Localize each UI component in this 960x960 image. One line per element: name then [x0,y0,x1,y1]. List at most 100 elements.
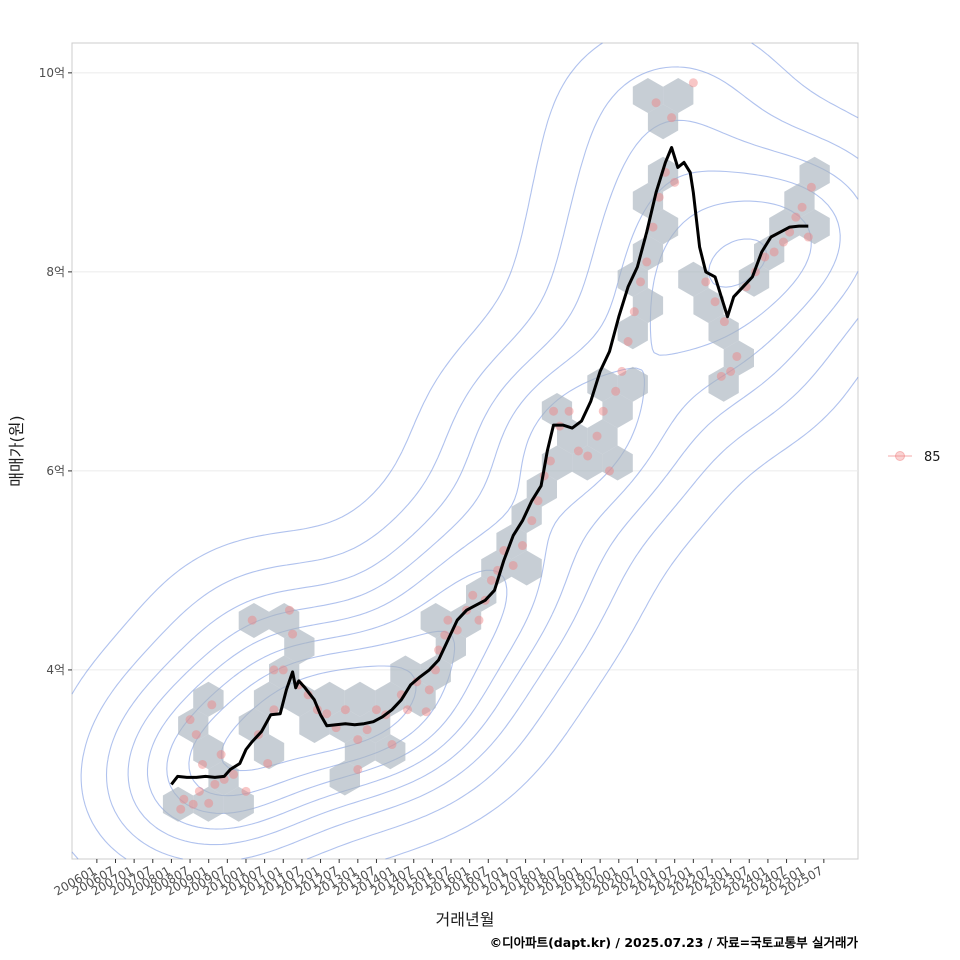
data-point [549,406,559,416]
data-point [269,665,279,675]
data-point [517,541,527,551]
hexbin-cell [647,209,679,245]
data-point [440,630,450,640]
hexbin-cell [572,445,603,481]
data-point [284,605,294,615]
data-point [486,575,496,585]
data-point [468,590,478,600]
hexbin-cell [329,708,360,743]
y-tick-label: 10억 [39,66,65,80]
hexbin-cell [238,603,269,638]
hexbin-cell [344,734,376,770]
y-tick-label: 8억 [46,265,65,279]
hexbin-cell [647,104,679,140]
hexbin-cell [723,340,754,376]
hexbin-cell [223,786,254,822]
density-contour [127,170,841,846]
hexbin-cell [799,209,830,245]
hexbin-cell [738,261,770,297]
data-point [204,798,214,808]
data-point [207,700,217,710]
data-point [573,446,583,456]
hexbin-cell [162,786,194,822]
hexbin-cell [617,366,648,402]
data-point [732,351,742,361]
hexbin-cell [329,760,360,796]
caption: ©디아파트(dapt.kr) / 2025.07.23 / 자료=국토교통부 실… [490,935,859,950]
hexbin-cell [238,708,269,743]
hexbin-cell [541,393,573,428]
data-point [769,247,779,257]
hexbin-cell [557,419,588,455]
data-point [288,629,298,639]
data-point [194,786,204,796]
legend-key-point [895,451,905,461]
hexbin-cell [284,629,315,665]
hexbin-cell [541,445,573,481]
hexbin-cell [193,734,224,770]
density-contours [71,42,859,860]
data-point [362,725,372,735]
hexbin-cell [420,655,451,691]
hexbin-cell [314,681,345,717]
data-point [421,707,431,717]
data-point [701,277,711,287]
hexbin-cell [344,681,376,717]
density-contour [80,66,859,860]
data-point [527,516,537,526]
hexbin-cell [617,314,648,350]
hexbin-cell [511,550,542,586]
data-point [688,78,698,88]
hexbin-cell [693,288,724,323]
data-point [241,786,251,796]
hexbin-cell [375,734,406,770]
data-point [533,496,543,506]
data-point [216,750,226,760]
y-axis-title: 매매가(원) [7,415,26,486]
hexbin-cell [784,183,815,218]
density-contour [71,42,859,860]
hexbin-cell [193,786,224,822]
data-point [604,466,614,476]
data-point [371,705,381,715]
data-point [403,705,413,715]
data-point [545,456,555,466]
data-point [726,366,736,376]
hexbin-cell [466,576,497,612]
data-point [760,252,770,262]
data-points [176,78,816,814]
data-point [179,794,189,804]
y-tick-label: 4억 [46,663,65,677]
data-point [263,758,273,768]
hexbin-cell [799,156,830,192]
hexbin-cell [269,655,300,691]
data-point [353,735,363,745]
hexbin-cell [632,235,664,271]
hexbin-cell [632,78,664,113]
data-point [719,317,729,327]
legend: 85 [888,450,941,465]
hexbin-cell [269,603,300,638]
data-point [424,685,434,695]
hexbin-cell [708,314,739,350]
data-point [247,615,257,625]
hexbin-cell [602,393,633,428]
data-point [670,177,680,187]
hexbin-cell [678,261,709,297]
y-tick-label: 6억 [46,464,65,478]
grid-lines [72,72,858,671]
y-axis: 4억 6억 8억 10억 [39,66,72,677]
data-point [176,804,186,814]
data-point [667,113,677,123]
data-point [791,212,801,222]
data-point [583,451,593,461]
data-point [648,222,658,232]
data-point [278,665,288,675]
hexbin-cell [420,603,451,638]
data-point [474,615,484,625]
data-point [188,799,198,809]
legend-label: 85 [924,450,941,465]
hexbin-cell [663,78,694,113]
hexbin-cell [193,681,224,717]
x-axis: 2006012006072007012007072008012008072009… [52,859,825,899]
